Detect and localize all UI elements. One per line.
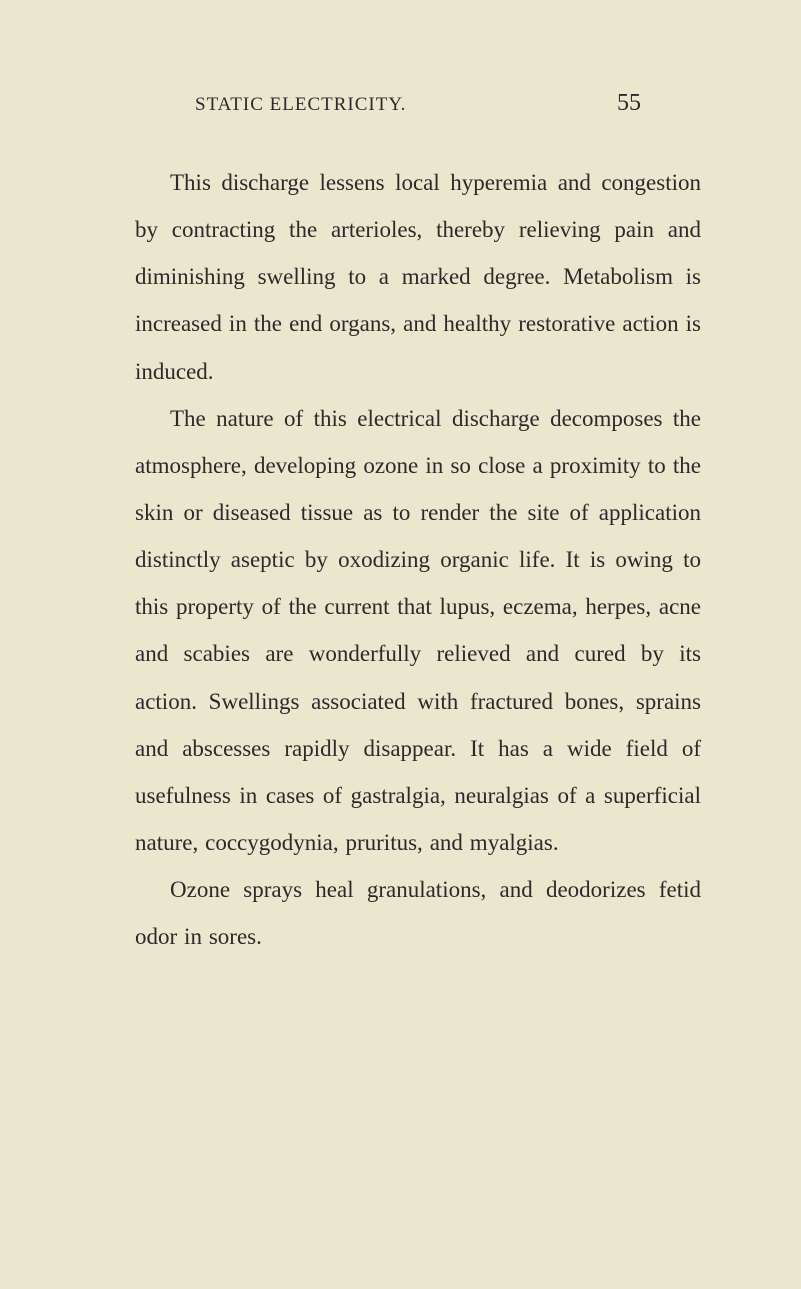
header-title: STATIC ELECTRICITY. xyxy=(195,94,406,116)
page-container: STATIC ELECTRICITY. 55 This discharge le… xyxy=(0,0,801,1020)
page-header: STATIC ELECTRICITY. 55 xyxy=(135,90,701,117)
paragraph-3: Ozone sprays heal granulations, and deod… xyxy=(135,866,701,960)
page-number: 55 xyxy=(617,90,641,117)
body-text: This discharge lessens local hyperemia a… xyxy=(135,159,701,960)
paragraph-1: This discharge lessens local hyperemia a… xyxy=(135,159,701,395)
paragraph-2: The nature of this electrical discharge … xyxy=(135,395,701,866)
